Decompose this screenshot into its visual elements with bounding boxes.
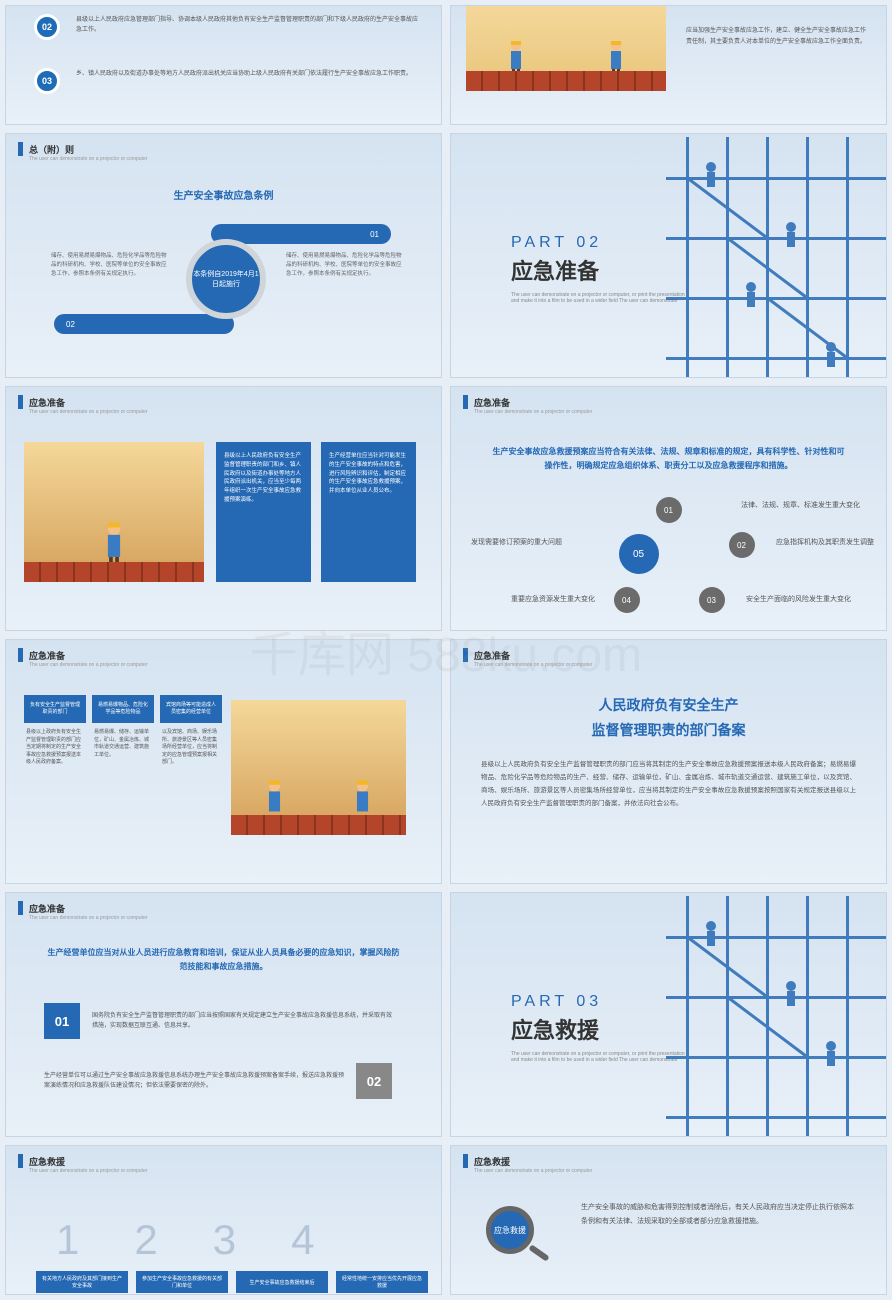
slide-title: 应急准备 <box>474 649 510 662</box>
pentagon-diagram: 01 02 03 04 05 <box>569 502 769 622</box>
blue-box-2: 生产经营单位应当针对可能发生的生产安全事故的特点和危害，进行风险辨识和评估，制定… <box>321 442 416 582</box>
num-02: 02 <box>356 1063 392 1099</box>
s3-title: 生产安全事故应急条例 <box>6 187 441 202</box>
box-1: 有关地方人民政府及其部门接到生产安全事故 <box>36 1271 128 1293</box>
s8-title: 人民政府负有安全生产 监督管理职责的部门备案 <box>451 693 886 743</box>
columns: 负有安全生产监督管理职责的部门县级以上政府负有安全生产监督管理职责的部门应当定期… <box>24 695 222 773</box>
part-name: 应急救援 <box>511 1013 691 1045</box>
s6-heading: 生产安全事故应急救援预案应当符合有关法律、法规、规章和标准的规定，具有科学性、针… <box>451 415 886 489</box>
slide-grid: 02 县级以上人民政府应急管理部门指导、协调本级人民政府其他负有安全生产监督管理… <box>5 5 887 1295</box>
s12-text: 生产安全事故的威胁和危害得到控制或者消除后，有关人民政府应当决定停止执行依照本条… <box>581 1201 856 1229</box>
construction-illustration <box>231 700 406 835</box>
node-04: 04 <box>614 587 640 613</box>
node-05: 05 <box>619 534 659 574</box>
part-sub: The user can demonstrate on a projector … <box>511 1051 691 1063</box>
pill-02: 02 <box>54 314 234 334</box>
s3-text-right: 储存、使用易燃易爆物品、危险化学品等危险物品的科研机构、学校、医院等单位的安全事… <box>286 252 406 278</box>
box-3: 生产安全事故应急救援结束后 <box>236 1271 328 1293</box>
blue-box-1: 县级以上人民政府负有安全生产监督管理职责的部门和乡、镇人民政府以及街道办事处等地… <box>216 442 311 582</box>
slide-10-part03: PART 03 应急救援 The user can demonstrate on… <box>450 892 887 1137</box>
node-03: 03 <box>699 587 725 613</box>
col-3: 宾馆商场等可能造成人员密集的经营单位以及宾馆、商场、娱乐场所、旅游景区等人员密集… <box>160 695 222 773</box>
text-02: 生产经营单位可以通过生产安全事故应急救援信息系统办理生产安全事故应急救援预案备案… <box>44 1071 344 1091</box>
slide-title: 应急救援 <box>474 1155 510 1168</box>
slide-7: 应急准备 The user can demonstrate on a proje… <box>5 639 442 884</box>
slide-6: 应急准备 The user can demonstrate on a proje… <box>450 386 887 631</box>
s3-text-left: 储存、使用易燃易爆物品、危险化学品等危险物品的科研机构、学校、医院等单位的安全事… <box>51 252 171 278</box>
scaffold-silhouette <box>666 137 886 377</box>
slide-sub: The user can demonstrate on a projector … <box>451 662 886 668</box>
slide-12: 应急救援 The user can demonstrate on a proje… <box>450 1145 887 1295</box>
label-04: 重要应急资源发生重大变化 <box>511 594 595 604</box>
col-1: 负有安全生产监督管理职责的部门县级以上政府负有安全生产监督管理职责的部门应当定期… <box>24 695 86 773</box>
block-01: 01 国务院负有安全生产监督管理职责的部门应当按照国家有关规定建立生产安全事故应… <box>44 1003 392 1039</box>
boxes: 有关地方人民政府及其部门接到生产安全事故 参加生产安全事故应急救援的有关部门和单… <box>36 1271 428 1293</box>
slide-sub: The user can demonstrate on a projector … <box>6 1168 441 1174</box>
label-05: 发现需要修订预案的重大问题 <box>471 537 562 547</box>
part-title: PART 03 应急救援 The user can demonstrate on… <box>511 993 691 1063</box>
slide-title: 应急准备 <box>474 396 510 409</box>
box-2: 参加生产安全事故应急救援的有关部门和单位 <box>136 1271 228 1293</box>
s2-text: 应当加强生产安全事故应急工作，建立、健全生产安全事故应急工作责任制，其主要负责人… <box>686 26 866 48</box>
slide-8: 应急准备 The user can demonstrate on a proje… <box>450 639 887 884</box>
part-name: 应急准备 <box>511 254 691 286</box>
slide-sub: The user can demonstrate on a projector … <box>6 156 441 162</box>
node-01: 01 <box>656 497 682 523</box>
construction-illustration <box>466 6 666 91</box>
slide-4-part02: PART 02 应急准备 The user can demonstrate on… <box>450 133 887 378</box>
block-02: 生产经营单位可以通过生产安全事故应急救援信息系统办理生产安全事故应急救援预案备案… <box>44 1063 392 1099</box>
s1-text-03: 乡、镇人民政府以及街道办事处等地方人民政府派出机关应当协助上级人民政府有关部门依… <box>76 70 421 80</box>
col-2: 易燃易爆物品、危险化学品等危险物品易燃易爆、储存、运输单位，矿山、金属冶炼、城市… <box>92 695 154 773</box>
slide-title: 应急准备 <box>29 902 65 915</box>
part-label: PART 02 <box>511 234 691 252</box>
slide-sub: The user can demonstrate on a projector … <box>6 662 441 668</box>
slide-title: 应急救援 <box>29 1155 65 1168</box>
slide-1: 02 县级以上人民政府应急管理部门指导、协调本级人民政府其他负有安全生产监督管理… <box>5 5 442 125</box>
slide-2: 应当加强生产安全事故应急工作，建立、健全生产安全事故应急工作责任制，其主要负责人… <box>450 5 887 125</box>
num-01: 01 <box>44 1003 80 1039</box>
slide-title: 应急准备 <box>29 396 65 409</box>
big-2: 2 <box>134 1216 157 1264</box>
part-sub: The user can demonstrate on a projector … <box>511 292 691 304</box>
big-1: 1 <box>56 1216 79 1264</box>
big-3: 3 <box>213 1216 236 1264</box>
node-02: 02 <box>729 532 755 558</box>
construction-illustration <box>24 442 204 582</box>
slide-sub: The user can demonstrate on a projector … <box>6 409 441 415</box>
s9-heading: 生产经营单位应当对从业人员进行应急教育和培训，保证从业人员具备必要的应急知识，掌… <box>6 921 441 985</box>
magnifier-icon: 应急救援 <box>486 1206 534 1254</box>
big-numbers: 1 2 3 4 <box>56 1216 314 1264</box>
big-4: 4 <box>291 1216 314 1264</box>
scaffold-silhouette <box>666 896 886 1136</box>
slide-5: 应急准备 The user can demonstrate on a proje… <box>5 386 442 631</box>
s8-body: 县级以上人民政府负有安全生产监督管理职责的部门应当将其制定的生产安全事故应急救援… <box>451 743 886 825</box>
slide-3: 总（附）则 The user can demonstrate on a proj… <box>5 133 442 378</box>
num-03: 03 <box>34 68 60 94</box>
label-03: 安全生产面临的风险发生重大变化 <box>746 594 851 604</box>
num-02: 02 <box>34 14 60 40</box>
label-01: 法律、法规、规章、标准发生重大变化 <box>741 500 860 510</box>
slide-sub: The user can demonstrate on a projector … <box>451 1168 886 1174</box>
text-01: 国务院负有安全生产监督管理职责的部门应当按照国家有关规定建立生产安全事故应急救援… <box>92 1011 392 1031</box>
slide-title: 总（附）则 <box>29 143 74 156</box>
slide-11: 应急救援 The user can demonstrate on a proje… <box>5 1145 442 1295</box>
s1-text-02: 县级以上人民政府应急管理部门指导、协调本级人民政府其他负有安全生产监督管理职责的… <box>76 16 421 35</box>
center-circle: 本条例自2019年4月1日起施行 <box>186 239 266 319</box>
label-02: 应急指挥机构及其职责发生调整 <box>776 537 874 547</box>
part-label: PART 03 <box>511 993 691 1011</box>
slide-title: 应急准备 <box>29 649 65 662</box>
slide-9: 应急准备 The user can demonstrate on a proje… <box>5 892 442 1137</box>
box-4: 经常性地统一安排应当优先开展应急救援 <box>336 1271 428 1293</box>
part-title: PART 02 应急准备 The user can demonstrate on… <box>511 234 691 304</box>
